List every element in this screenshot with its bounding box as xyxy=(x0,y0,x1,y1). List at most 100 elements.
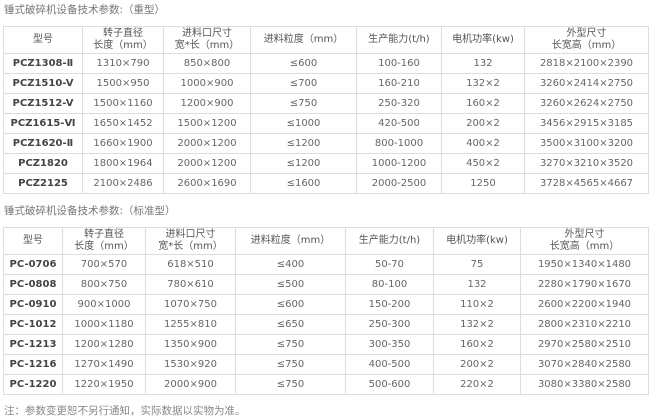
value-cell: 700×570 xyxy=(62,254,146,275)
value-cell: 200×2 xyxy=(433,354,521,375)
value-cell: 1500×950 xyxy=(82,73,164,94)
standard-table-title: 锤式破碎机设备技术参数:（标准型） xyxy=(4,205,176,217)
value-cell: 3260×2624×2750 xyxy=(524,93,649,114)
value-cell: 2000×900 xyxy=(145,374,236,395)
value-cell: 1000×1180 xyxy=(62,314,146,335)
column-header: 外型尺寸 长宽高（mm） xyxy=(524,26,649,54)
value-cell: 75 xyxy=(433,254,521,275)
heavy-spec-table: 型号 转子直径 长度（mm） 进料口尺寸 宽*长（mm） 进料粒度（mm） 生产能力(t/h… xyxy=(3,26,649,194)
model-cell: PC-0706 xyxy=(3,254,63,275)
value-cell: 618×510 xyxy=(145,254,236,275)
table-row: PCZ1308-Ⅱ 1310×790 850×800 ≤600 100-160 132 28… xyxy=(3,53,649,74)
header-text: 进料粒度（mm） xyxy=(250,235,331,246)
column-header: 型号 xyxy=(3,227,63,255)
value-cell: 2600×2200×1940 xyxy=(520,294,649,315)
header-text: 生产能力(t/h) xyxy=(368,34,430,45)
header-text: 长宽高（mm） xyxy=(551,40,622,51)
column-header: 电机功率(kw) xyxy=(441,26,525,54)
value-cell: 1310×790 xyxy=(82,53,164,74)
value-cell: 400×2 xyxy=(441,133,525,154)
value-cell: 3456×2915×3185 xyxy=(524,113,649,134)
value-cell: 1650×1452 xyxy=(82,113,164,134)
value-cell: 2000×1200 xyxy=(163,153,251,174)
value-cell: 2000-2500 xyxy=(356,173,442,194)
model-cell: PC-0808 xyxy=(3,274,63,295)
disclaimer-note: 注：参数变更恕不另行通知，实际数据以实物为准。 xyxy=(4,405,246,417)
header-text: 电机功率(kw) xyxy=(452,34,514,45)
header-text: 长度（mm） xyxy=(74,241,134,252)
standard-spec-table: 型号 转子直径 长度（mm） 进料口尺寸 宽*长（mm） 进料粒度（mm） 生产能力(t/h… xyxy=(3,227,649,395)
value-cell: 1220×1950 xyxy=(62,374,146,395)
header-text: 转子直径 xyxy=(84,229,124,240)
table-row: PC-1216 1270×1490 1530×920 ≤750 400-500 200×2… xyxy=(3,354,649,375)
table-row: PC-1213 1200×1280 1350×900 ≤750 300-350 160×2… xyxy=(3,334,649,355)
value-cell: 1000-1200 xyxy=(356,153,442,174)
header-text: 电机功率(kw) xyxy=(446,235,508,246)
header-text: 进料口尺寸 xyxy=(165,229,216,240)
value-cell: 3270×3210×3520 xyxy=(524,153,649,174)
value-cell: 2100×2486 xyxy=(82,173,164,194)
value-cell: 400-500 xyxy=(345,354,434,375)
table-row: PCZ1620-Ⅱ 1660×1900 2000×1200 ≤1200 800-1000… xyxy=(3,133,649,154)
value-cell: 1500×1160 xyxy=(82,93,164,114)
model-cell: PCZ1510-V xyxy=(3,73,83,94)
value-cell: 1530×920 xyxy=(145,354,236,375)
header-text: 长宽高（mm） xyxy=(549,241,620,252)
value-cell: 132 xyxy=(433,274,521,295)
value-cell: 3260×2414×2750 xyxy=(524,73,649,94)
value-cell: 800×750 xyxy=(62,274,146,295)
column-header: 进料粒度（mm） xyxy=(235,227,346,255)
value-cell: 3080×3380×2580 xyxy=(520,374,649,395)
value-cell: 1070×750 xyxy=(145,294,236,315)
value-cell: 1270×1490 xyxy=(62,354,146,375)
model-cell: PCZ1308-Ⅱ xyxy=(3,53,83,74)
value-cell: 450×2 xyxy=(441,153,525,174)
heavy-table-title: 锤式破碎机设备技术参数:（重型） xyxy=(4,4,166,16)
value-cell: 780×610 xyxy=(145,274,236,295)
column-header: 转子直径 长度（mm） xyxy=(82,26,164,54)
value-cell: 250-300 xyxy=(345,314,434,335)
value-cell: ≤600 xyxy=(250,53,357,74)
model-cell: PCZ2125 xyxy=(3,173,83,194)
value-cell: 1500×1200 xyxy=(163,113,251,134)
table-row: PCZ2125 2100×2486 2600×1690 ≤1600 2000-2500 1… xyxy=(3,173,649,194)
value-cell: 1000×900 xyxy=(163,73,251,94)
value-cell: 3500×3100×3200 xyxy=(524,133,649,154)
value-cell: 80-100 xyxy=(345,274,434,295)
value-cell: 3070×2840×2580 xyxy=(520,354,649,375)
header-text: 进料粒度（mm） xyxy=(263,34,344,45)
value-cell: ≤1600 xyxy=(250,173,357,194)
value-cell: 220×2 xyxy=(433,374,521,395)
value-cell: 2000×1200 xyxy=(163,133,251,154)
header-text: 宽*长（mm） xyxy=(174,40,240,51)
value-cell: 3728×4565×4667 xyxy=(524,173,649,194)
column-header: 生产能力(t/h) xyxy=(356,26,442,54)
model-cell: PCZ1615-Ⅵ xyxy=(3,113,83,134)
value-cell: 50-70 xyxy=(345,254,434,275)
value-cell: 132×2 xyxy=(433,314,521,335)
value-cell: ≤1200 xyxy=(250,133,357,154)
value-cell: 2800×2310×2210 xyxy=(520,314,649,335)
table-row: PCZ1510-V 1500×950 1000×900 ≤700 160-210 132×… xyxy=(3,73,649,94)
value-cell: 420-500 xyxy=(356,113,442,134)
table-row: PC-0706 700×570 618×510 ≤400 50-70 75 1950×134… xyxy=(3,254,649,275)
header-text: 型号 xyxy=(33,34,53,45)
table-row: PCZ1820 1800×1964 2000×1200 ≤1200 1000-1200 4… xyxy=(3,153,649,174)
value-cell: 110×2 xyxy=(433,294,521,315)
column-header: 型号 xyxy=(3,26,83,54)
value-cell: ≤1000 xyxy=(250,113,357,134)
value-cell: 200×2 xyxy=(441,113,525,134)
model-cell: PC-1216 xyxy=(3,354,63,375)
column-header: 进料口尺寸 宽*长（mm） xyxy=(145,227,236,255)
value-cell: 1250 xyxy=(441,173,525,194)
value-cell: 132×2 xyxy=(441,73,525,94)
table-row: PC-1220 1220×1950 2000×900 ≤750 500-600 220×2… xyxy=(3,374,649,395)
table-row: PCZ1512-V 1500×1160 1200×900 ≤750 250-320 160… xyxy=(3,93,649,114)
value-cell: ≤700 xyxy=(250,73,357,94)
column-header: 进料粒度（mm） xyxy=(250,26,357,54)
value-cell: 500-600 xyxy=(345,374,434,395)
value-cell: 850×800 xyxy=(163,53,251,74)
header-row: 型号 转子直径 长度（mm） 进料口尺寸 宽*长（mm） 进料粒度（mm） 生产能力(t/h… xyxy=(3,227,649,255)
value-cell: 160-210 xyxy=(356,73,442,94)
header-text: 外型尺寸 xyxy=(566,28,607,39)
